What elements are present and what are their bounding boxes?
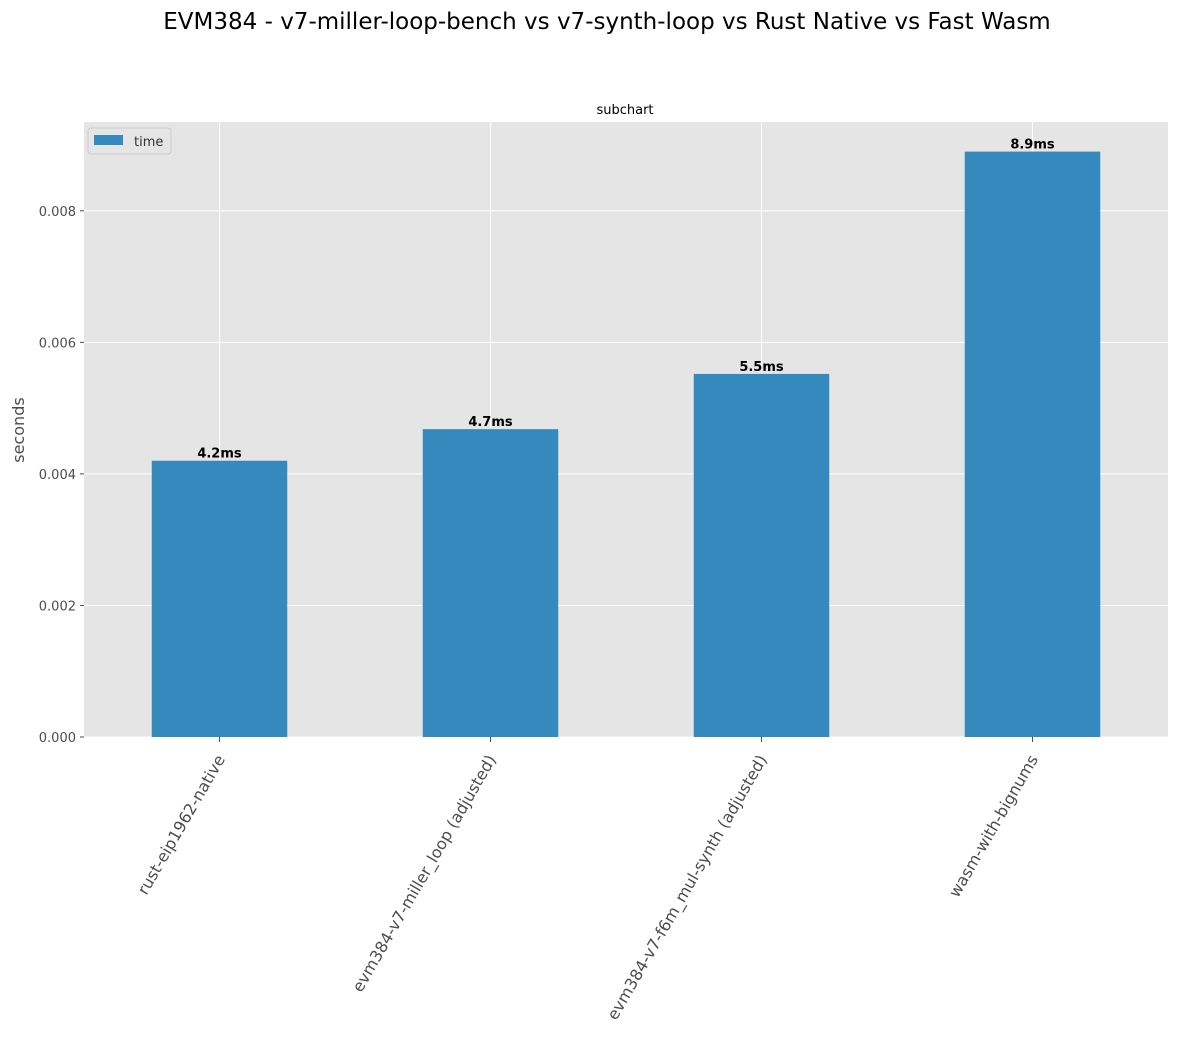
y-axis: 0.000 0.002 0.004 0.006 0.008	[39, 205, 84, 746]
plot-area: 4.2ms 4.7ms 5.5ms 8.9ms	[84, 122, 1168, 738]
y-axis-label: seconds	[9, 397, 28, 462]
x-tick-label: evm384-v7-f6m_mul-synth (adjusted)	[603, 752, 772, 1024]
bar	[964, 151, 1101, 737]
legend-label: time	[134, 135, 163, 150]
figure-title: EVM384 - v7-miller-loop-bench vs v7-synt…	[163, 9, 1050, 35]
y-tick-label: 0.002	[39, 599, 76, 614]
legend-box	[87, 127, 172, 155]
bar-value-label: 5.5ms	[739, 360, 784, 375]
bar	[151, 460, 288, 737]
y-tick-label: 0.000	[39, 731, 76, 746]
y-tick-label: 0.008	[39, 205, 76, 220]
bars	[151, 151, 1101, 737]
bar	[693, 373, 830, 737]
legend-swatch	[94, 135, 123, 145]
bar	[422, 429, 559, 737]
x-tick-label: evm384-v7-miller_loop (adjusted)	[348, 752, 501, 996]
x-axis: rust-eip1962-native evm384-v7-miller_loop…	[134, 737, 1042, 1024]
x-tick-label: rust-eip1962-native	[134, 752, 229, 898]
chart-title: subchart	[596, 103, 653, 118]
legend: time	[87, 127, 172, 155]
bar-value-label: 4.2ms	[197, 447, 242, 462]
bar-value-labels: 4.2ms 4.7ms 5.5ms 8.9ms	[197, 138, 1055, 462]
bar-value-label: 4.7ms	[468, 415, 513, 430]
x-tick-label: wasm-with-bignums	[945, 752, 1042, 901]
y-tick-label: 0.006	[39, 336, 76, 351]
y-tick-label: 0.004	[39, 468, 76, 483]
bar-value-label: 8.9ms	[1010, 138, 1055, 153]
